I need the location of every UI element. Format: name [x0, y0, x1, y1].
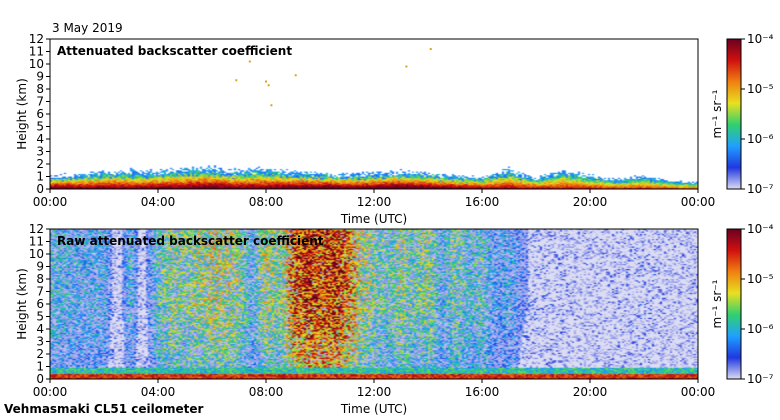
colorbar: [726, 228, 742, 380]
x-tick-label: 04:00: [141, 385, 176, 399]
y-tick-label: 10: [29, 57, 44, 71]
x-tick-label: 12:00: [357, 385, 392, 399]
isolated-return-point: [270, 104, 273, 107]
y-tick-label: 12: [29, 222, 44, 236]
x-tick-label: 20:00: [573, 385, 608, 399]
isolated-return-point: [235, 79, 238, 82]
y-axis-label: Height (km): [15, 268, 29, 339]
colorbar-label: m⁻¹ sr⁻¹: [710, 89, 724, 138]
colorbar-label: m⁻¹ sr⁻¹: [710, 279, 724, 328]
colorbar-tick-label: 10⁻⁷: [747, 372, 774, 386]
x-tick-label: 00:00: [33, 195, 68, 209]
x-tick-label: 16:00: [465, 195, 500, 209]
colorbar-tick-label: 10⁻⁷: [747, 182, 774, 196]
colorbar: [726, 38, 742, 190]
x-axis-ticks: 00:00 04:00 08:00 12:00 16:00 20:00 00:00: [33, 189, 716, 209]
x-tick-label: 04:00: [141, 195, 176, 209]
backscatter-heatmap: [50, 39, 698, 189]
y-tick-label: 5: [36, 120, 44, 134]
isolated-return-point: [405, 65, 408, 68]
x-tick-label: 16:00: [465, 385, 500, 399]
colorbar-ticks: 10⁻⁷ 10⁻⁶ 10⁻⁵ 10⁻⁴: [741, 32, 774, 196]
y-tick-label: 2: [36, 157, 44, 171]
y-tick-label: 6: [36, 107, 44, 121]
x-axis-ticks: 00:00 04:00 08:00 12:00 16:00 20:00 00:00: [33, 379, 716, 399]
y-tick-label: 3: [36, 145, 44, 159]
y-tick-label: 11: [29, 45, 44, 59]
y-tick-label: 9: [36, 260, 44, 274]
colorbar-tick-label: 10⁻⁴: [747, 32, 774, 46]
isolated-return-point: [429, 48, 432, 50]
site-caption: Vehmasmaki CL51 ceilometer: [4, 402, 204, 416]
y-tick-label: 2: [36, 347, 44, 361]
colorbar-tick-label: 10⁻⁴: [747, 222, 774, 236]
y-tick-label: 10: [29, 247, 44, 261]
isolated-return-point: [267, 84, 270, 87]
x-tick-label: 12:00: [357, 195, 392, 209]
x-tick-label: 20:00: [573, 195, 608, 209]
y-tick-label: 3: [36, 335, 44, 349]
x-axis-label: Time (UTC): [340, 402, 407, 416]
isolated-returns: [235, 48, 432, 107]
attenuated-backscatter-panel: Attenuated backscatter coefficient 01234…: [15, 32, 774, 226]
raw-backscatter-heatmap: [50, 229, 698, 379]
x-axis-label: Time (UTC): [340, 212, 407, 226]
y-tick-label: 5: [36, 310, 44, 324]
date-label: 3 May 2019: [52, 21, 123, 35]
x-tick-label: 00:00: [33, 385, 68, 399]
isolated-return-point: [248, 60, 251, 63]
y-tick-label: 1: [36, 360, 44, 374]
panel-title: Raw attenuated backscatter coefficient: [57, 234, 324, 248]
y-tick-label: 1: [36, 170, 44, 184]
colorbar-ticks: 10⁻⁷ 10⁻⁶ 10⁻⁵ 10⁻⁴: [741, 222, 774, 386]
x-tick-label: 08:00: [249, 385, 284, 399]
y-tick-label: 8: [36, 82, 44, 96]
y-tick-label: 7: [36, 285, 44, 299]
colorbar-tick-label: 10⁻⁶: [747, 132, 774, 146]
y-tick-label: 9: [36, 70, 44, 84]
y-tick-label: 12: [29, 32, 44, 46]
y-tick-label: 8: [36, 272, 44, 286]
colorbar-tick-label: 10⁻⁶: [747, 322, 774, 336]
y-tick-label: 0: [36, 182, 44, 196]
y-tick-label: 11: [29, 235, 44, 249]
y-tick-label: 4: [36, 322, 44, 336]
raw-attenuated-backscatter-panel: Raw attenuated backscatter coefficient 0…: [15, 222, 774, 416]
isolated-return-point: [265, 80, 267, 83]
colorbar-tick-label: 10⁻⁵: [747, 82, 774, 96]
y-tick-label: 6: [36, 297, 44, 311]
y-tick-label: 0: [36, 372, 44, 386]
x-tick-label: 00:00: [681, 195, 716, 209]
y-axis-label: Height (km): [15, 78, 29, 149]
y-tick-label: 7: [36, 95, 44, 109]
isolated-return-point: [294, 74, 297, 77]
x-tick-label: 08:00: [249, 195, 284, 209]
y-tick-label: 4: [36, 132, 44, 146]
colorbar-tick-label: 10⁻⁵: [747, 272, 774, 286]
panel-title: Attenuated backscatter coefficient: [57, 44, 292, 58]
x-tick-label: 00:00: [681, 385, 716, 399]
